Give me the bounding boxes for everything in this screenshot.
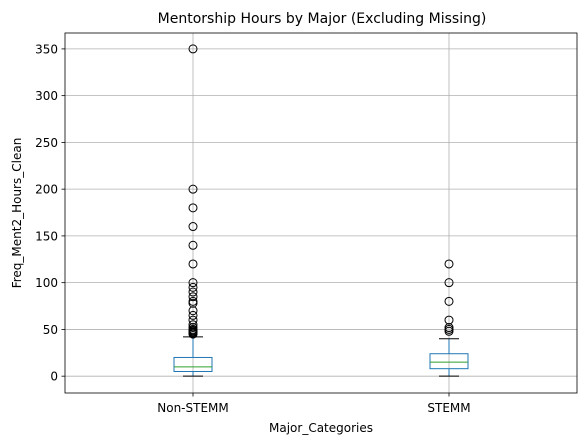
outlier-point — [188, 296, 198, 306]
outlier-point — [188, 323, 198, 333]
box-stemm — [429, 259, 469, 377]
y-tick-label: 350 — [35, 42, 58, 56]
x-tick-label: STEMM — [427, 401, 470, 415]
outlier-point — [188, 203, 198, 213]
outlier-point — [444, 315, 454, 325]
outlier-point — [188, 315, 198, 325]
plot-frame — [64, 32, 578, 394]
outlier-point — [188, 259, 198, 269]
outlier-point — [188, 292, 198, 302]
x-axis: Non-STEMM STEMM — [157, 393, 471, 415]
outlier-point — [188, 240, 198, 250]
iqr-box — [429, 353, 469, 370]
y-tick-label: 300 — [35, 89, 58, 103]
box-plots — [173, 44, 469, 377]
y-axis-label: Freq_Ment2_Hours_Clean — [10, 138, 24, 289]
outlier-point — [444, 296, 454, 306]
outlier-point — [444, 323, 454, 333]
outlier-point — [188, 287, 198, 297]
y-tick-label: 250 — [35, 136, 58, 150]
outlier-point — [188, 282, 198, 292]
outlier-point — [188, 44, 198, 54]
y-tick-label: 50 — [43, 323, 58, 337]
outlier-point — [188, 306, 198, 316]
y-tick-label: 150 — [35, 229, 58, 243]
outlier-point — [188, 222, 198, 232]
chart-title: Mentorship Hours by Major (Excluding Mis… — [158, 11, 487, 27]
grid-lines — [65, 33, 577, 393]
x-tick-label: Non-STEMM — [157, 401, 229, 415]
box-non-stemm — [173, 44, 213, 377]
outlier-point — [188, 310, 198, 320]
x-axis-label: Major_Categories — [269, 421, 373, 435]
y-tick-label: 0 — [50, 370, 58, 384]
y-tick-label: 200 — [35, 183, 58, 197]
y-axis: 0 50 100 150 200 250 300 350 — [35, 42, 65, 384]
outlier-point — [444, 278, 454, 288]
outlier-point — [188, 184, 198, 194]
outlier-point — [188, 278, 198, 288]
iqr-box — [173, 356, 213, 372]
outlier-point — [444, 259, 454, 269]
y-tick-label: 100 — [35, 276, 58, 290]
outlier-point — [188, 320, 198, 330]
